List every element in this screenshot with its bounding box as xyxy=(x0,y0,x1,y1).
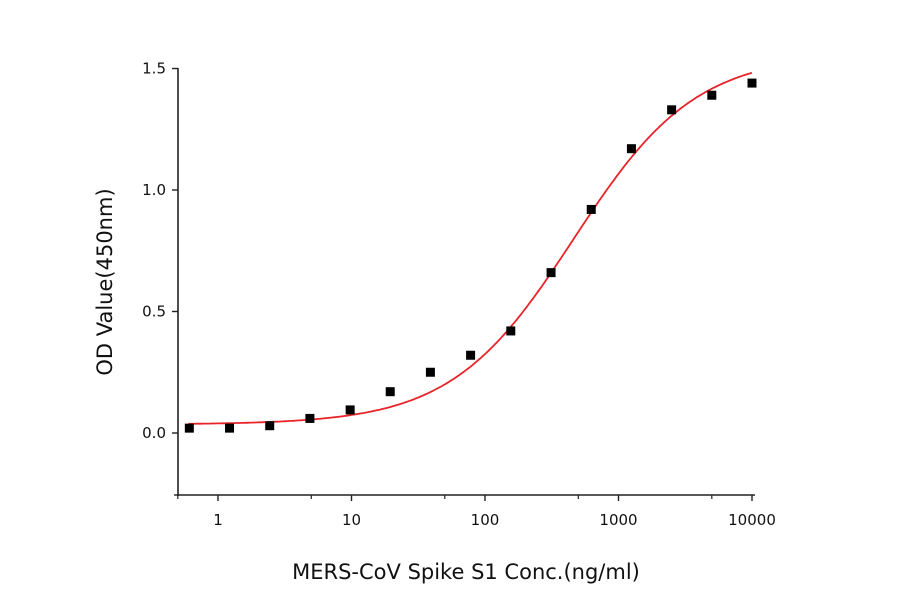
axes: 0.0 0.5 1.0 1.5 1 10 100 1000 10000 xyxy=(142,60,776,530)
fit-curve xyxy=(188,71,753,425)
x-tick-label: 100 xyxy=(471,511,500,529)
data-point xyxy=(466,350,476,360)
x-axis-title: MERS-CoV Spike S1 Conc.(ng/ml) xyxy=(292,560,640,584)
data-point xyxy=(707,90,717,100)
y-tick-label: 0.0 xyxy=(142,424,166,442)
data-point xyxy=(385,387,395,397)
data-point xyxy=(506,326,516,336)
data-point xyxy=(747,78,757,88)
data-point xyxy=(305,413,315,423)
data-point xyxy=(546,268,556,278)
data-point xyxy=(425,367,435,377)
data-points xyxy=(184,78,757,433)
x-tick-label: 1 xyxy=(213,511,223,529)
data-point xyxy=(626,144,636,154)
x-tick-label: 10000 xyxy=(728,511,776,529)
y-axis-title: OD Value(450nm) xyxy=(93,188,117,375)
data-point xyxy=(345,405,355,415)
data-point xyxy=(667,105,677,115)
data-point xyxy=(586,204,596,214)
data-point xyxy=(265,421,275,431)
x-tick-label: 1000 xyxy=(599,511,637,529)
y-tick-label: 1.5 xyxy=(142,60,166,78)
data-point xyxy=(184,423,194,433)
data-point xyxy=(225,423,235,433)
y-tick-label: 0.5 xyxy=(142,303,166,321)
y-tick-label: 1.0 xyxy=(142,181,166,199)
fit-curve-group xyxy=(188,71,753,425)
x-tick-label: 10 xyxy=(342,511,361,529)
